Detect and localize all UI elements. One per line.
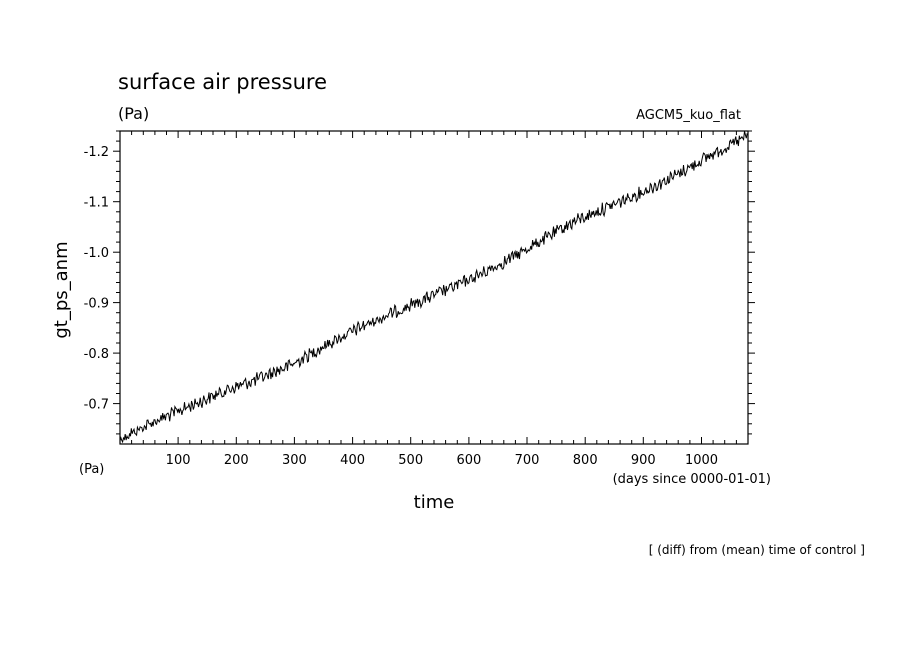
y-tick-label: -0.7 bbox=[84, 398, 109, 413]
x-tick-label: 400 bbox=[340, 453, 365, 468]
model-label: AGCM5_kuo_flat bbox=[636, 108, 741, 123]
y-tick-label: -1.0 bbox=[84, 246, 109, 261]
units-top-label: (Pa) bbox=[118, 104, 149, 123]
y-tick-label: -0.9 bbox=[84, 297, 109, 312]
y-tick-label: -0.8 bbox=[84, 347, 109, 362]
x-tick-label: 300 bbox=[282, 453, 307, 468]
y-tick-label: -1.2 bbox=[84, 145, 109, 160]
x-axis-title: time bbox=[414, 492, 455, 513]
x-tick-label: 500 bbox=[398, 453, 423, 468]
x-tick-label: 100 bbox=[166, 453, 191, 468]
x-axis-units: (days since 0000-01-01) bbox=[613, 472, 771, 487]
footnote: [ (diff) from (mean) time of control ] bbox=[649, 543, 865, 557]
chart-title: surface air pressure bbox=[118, 70, 327, 94]
y-tick-label: -1.1 bbox=[84, 196, 109, 211]
axis-ticks bbox=[113, 130, 755, 444]
units-bottom-label: (Pa) bbox=[79, 462, 104, 477]
y-tick-labels: -0.7 -0.8 -0.9 -1.0 -1.1 -1.2 bbox=[84, 145, 109, 412]
x-tick-label: 200 bbox=[224, 453, 249, 468]
x-tick-labels: 100 200 300 400 500 600 700 800 900 1000 bbox=[166, 453, 718, 468]
y-axis-title: gt_ps_anm bbox=[51, 241, 72, 338]
x-tick-label: 800 bbox=[573, 453, 598, 468]
x-tick-label: 700 bbox=[515, 453, 540, 468]
x-tick-label: 1000 bbox=[685, 453, 718, 468]
x-tick-label: 600 bbox=[456, 453, 481, 468]
x-tick-label: 900 bbox=[631, 453, 656, 468]
series-line bbox=[119, 131, 749, 444]
